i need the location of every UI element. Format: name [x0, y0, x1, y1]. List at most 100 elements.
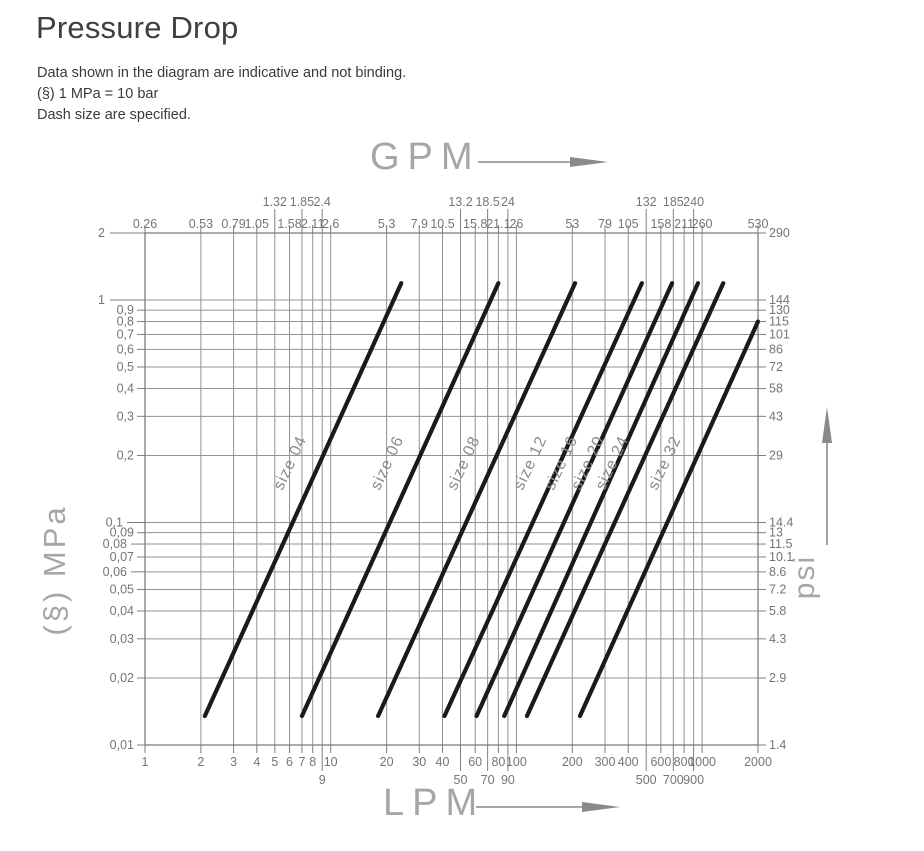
svg-text:260: 260	[692, 217, 713, 231]
svg-text:0,3: 0,3	[117, 409, 134, 423]
svg-text:300: 300	[595, 755, 616, 769]
svg-text:43: 43	[769, 409, 783, 423]
svg-text:0,2: 0,2	[117, 449, 134, 463]
svg-text:13: 13	[769, 526, 783, 540]
svg-text:30: 30	[412, 755, 426, 769]
curve-size-06	[299, 281, 501, 719]
svg-text:0,02: 0,02	[110, 671, 134, 685]
svg-text:18.5: 18.5	[475, 195, 499, 209]
svg-text:1: 1	[142, 755, 149, 769]
gpm-axis-arrow-icon	[478, 157, 608, 167]
svg-text:26: 26	[509, 217, 523, 231]
svg-text:0.79: 0.79	[221, 217, 245, 231]
svg-text:2.4: 2.4	[314, 195, 331, 209]
svg-text:6: 6	[286, 755, 293, 769]
psi-axis-arrow-icon	[822, 407, 832, 545]
svg-text:2.6: 2.6	[322, 217, 339, 231]
svg-text:240: 240	[683, 195, 704, 209]
svg-text:0,6: 0,6	[117, 342, 134, 356]
svg-text:0,07: 0,07	[110, 550, 134, 564]
svg-text:0,7: 0,7	[117, 327, 134, 341]
curve-label-size-08: size 08	[444, 433, 484, 492]
svg-text:0,01: 0,01	[110, 738, 134, 752]
svg-text:58: 58	[769, 382, 783, 396]
notes-block: Data shown in the diagram are indicative…	[37, 63, 406, 126]
svg-text:2000: 2000	[744, 755, 772, 769]
svg-text:7: 7	[298, 755, 305, 769]
note-line-1: Data shown in the diagram are indicative…	[37, 65, 407, 81]
page-title: Pressure Drop	[36, 10, 239, 45]
note-line-2: (§) 1 MPa = 10 bar	[37, 86, 159, 102]
svg-text:50: 50	[454, 773, 468, 787]
gpm-axis-ticks: 0.26 0.53 0.791.05 1.32 1.58 1.85 2.11 2.4 2.6 5.…	[133, 195, 769, 233]
svg-text:400: 400	[618, 755, 639, 769]
curve-size-04	[202, 281, 404, 719]
note-line-3: Dash size are specified.	[37, 107, 191, 123]
svg-text:24: 24	[501, 195, 515, 209]
svg-text:7.2: 7.2	[769, 582, 786, 596]
svg-text:0,1: 0,1	[106, 515, 123, 529]
svg-text:600: 600	[650, 755, 671, 769]
svg-text:8: 8	[309, 755, 316, 769]
svg-text:1.58: 1.58	[277, 217, 301, 231]
svg-text:1.4: 1.4	[769, 738, 786, 752]
svg-text:0,8: 0,8	[117, 315, 134, 329]
svg-text:29: 29	[769, 449, 783, 463]
svg-text:79: 79	[598, 217, 612, 231]
svg-text:15.8: 15.8	[463, 217, 487, 231]
svg-text:86: 86	[769, 342, 783, 356]
lpm-axis-title: LPM	[383, 782, 486, 824]
svg-text:9: 9	[319, 773, 326, 787]
svg-text:8.6: 8.6	[769, 565, 786, 579]
svg-text:0,9: 0,9	[117, 303, 134, 317]
svg-text:101: 101	[769, 327, 790, 341]
lpm-axis-arrow-icon	[476, 802, 620, 812]
svg-text:13.2: 13.2	[448, 195, 472, 209]
svg-text:10: 10	[324, 755, 338, 769]
svg-text:105: 105	[618, 217, 639, 231]
svg-text:72: 72	[769, 360, 783, 374]
svg-text:290: 290	[769, 226, 790, 240]
svg-text:10.1: 10.1	[769, 550, 793, 564]
svg-text:144: 144	[769, 293, 790, 307]
grid	[144, 232, 759, 746]
svg-text:20: 20	[380, 755, 394, 769]
svg-text:0,03: 0,03	[110, 632, 134, 646]
curve-label-size-04: size 04	[271, 433, 311, 492]
svg-text:53: 53	[565, 217, 579, 231]
svg-text:5: 5	[271, 755, 278, 769]
svg-text:11.5: 11.5	[769, 537, 792, 551]
svg-text:211: 211	[674, 217, 694, 231]
svg-text:530: 530	[748, 217, 769, 231]
svg-text:0,08: 0,08	[103, 537, 127, 551]
svg-text:100: 100	[506, 755, 527, 769]
svg-text:4.3: 4.3	[769, 632, 786, 646]
frame	[144, 232, 759, 746]
svg-text:1: 1	[98, 293, 105, 307]
svg-text:90: 90	[501, 773, 515, 787]
svg-text:1.05: 1.05	[245, 217, 269, 231]
curve-size-32	[577, 319, 761, 719]
curve-label-size-06: size 06	[368, 433, 408, 492]
svg-text:200: 200	[562, 755, 583, 769]
svg-text:900: 900	[683, 773, 704, 787]
svg-text:80: 80	[491, 755, 505, 769]
svg-text:0,4: 0,4	[117, 382, 134, 396]
svg-text:700: 700	[663, 773, 684, 787]
svg-text:10.5: 10.5	[430, 217, 454, 231]
svg-text:500: 500	[636, 773, 657, 787]
svg-text:2.11: 2.11	[301, 217, 324, 231]
svg-text:0,05: 0,05	[110, 582, 134, 596]
svg-text:0,09: 0,09	[110, 526, 134, 540]
svg-text:5.3: 5.3	[378, 217, 395, 231]
svg-text:1.85: 1.85	[290, 195, 314, 209]
svg-text:4: 4	[253, 755, 260, 769]
mpa-axis-ticks: 210,90,80,70,60,50,40,30,20,10,090,080,0…	[98, 226, 145, 752]
svg-text:132: 132	[636, 195, 657, 209]
svg-text:70: 70	[481, 773, 495, 787]
svg-text:0.53: 0.53	[189, 217, 213, 231]
gpm-axis-title: GPM	[370, 136, 481, 178]
svg-text:1000: 1000	[688, 755, 716, 769]
